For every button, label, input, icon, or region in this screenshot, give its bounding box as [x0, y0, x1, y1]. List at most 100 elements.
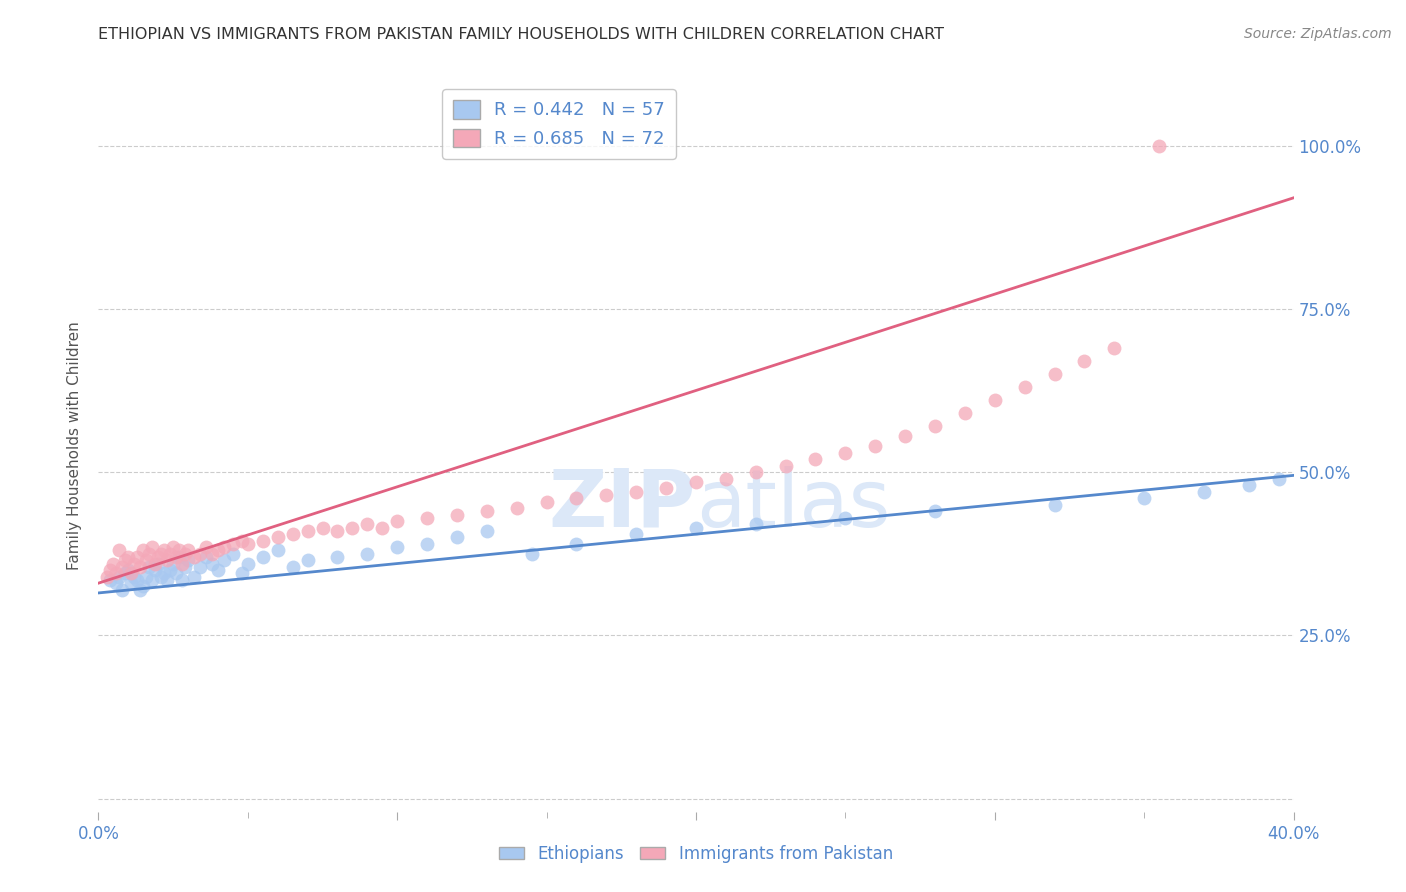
- Point: [1133, 491, 1156, 506]
- Point: [167, 549, 190, 564]
- Point: [252, 549, 274, 564]
- Y-axis label: Family Households with Children: Family Households with Children: [67, 322, 83, 570]
- Point: [281, 559, 304, 574]
- Point: [141, 540, 163, 554]
- Point: [655, 482, 678, 496]
- Point: [297, 553, 319, 567]
- Point: [565, 537, 588, 551]
- Point: [165, 549, 187, 564]
- Point: [183, 549, 205, 564]
- Point: [143, 557, 166, 571]
- Point: [924, 504, 946, 518]
- Point: [222, 537, 245, 551]
- Point: [114, 553, 136, 567]
- Point: [127, 573, 149, 587]
- Point: [1237, 478, 1260, 492]
- Point: [108, 543, 131, 558]
- Point: [177, 543, 200, 558]
- Point: [356, 517, 378, 532]
- Point: [1147, 138, 1170, 153]
- Point: [167, 543, 190, 558]
- Point: [416, 511, 439, 525]
- Point: [520, 547, 543, 561]
- Point: [105, 576, 128, 591]
- Point: [201, 557, 224, 571]
- Point: [105, 566, 128, 581]
- Point: [267, 530, 290, 544]
- Point: [135, 553, 157, 567]
- Point: [156, 573, 179, 587]
- Point: [685, 521, 707, 535]
- Point: [111, 559, 134, 574]
- Point: [195, 549, 218, 564]
- Point: [156, 553, 179, 567]
- Point: [212, 553, 235, 567]
- Point: [174, 547, 197, 561]
- Text: Source: ZipAtlas.com: Source: ZipAtlas.com: [1244, 27, 1392, 41]
- Point: [132, 579, 155, 593]
- Point: [207, 543, 229, 558]
- Point: [894, 429, 917, 443]
- Point: [127, 549, 149, 564]
- Legend: Ethiopians, Immigrants from Pakistan: Ethiopians, Immigrants from Pakistan: [492, 838, 900, 869]
- Point: [100, 573, 122, 587]
- Point: [143, 563, 166, 577]
- Point: [1267, 472, 1289, 486]
- Point: [222, 547, 245, 561]
- Point: [446, 530, 468, 544]
- Point: [281, 527, 304, 541]
- Point: [231, 533, 253, 548]
- Point: [132, 543, 155, 558]
- Point: [565, 491, 588, 506]
- Point: [141, 573, 163, 587]
- Point: [159, 563, 181, 577]
- Point: [745, 517, 768, 532]
- Point: [150, 569, 173, 583]
- Point: [120, 566, 142, 581]
- Point: [804, 452, 827, 467]
- Point: [124, 557, 146, 571]
- Text: ZIP: ZIP: [548, 466, 696, 543]
- Point: [236, 537, 259, 551]
- Point: [150, 547, 173, 561]
- Point: [153, 543, 176, 558]
- Point: [626, 527, 648, 541]
- Point: [1043, 367, 1066, 381]
- Text: atlas: atlas: [696, 466, 890, 543]
- Point: [984, 393, 1007, 408]
- Point: [138, 547, 160, 561]
- Point: [865, 439, 887, 453]
- Point: [117, 549, 139, 564]
- Point: [1104, 341, 1126, 355]
- Point: [1043, 498, 1066, 512]
- Point: [183, 569, 205, 583]
- Point: [174, 559, 197, 574]
- Point: [326, 524, 349, 538]
- Point: [96, 569, 118, 583]
- Point: [231, 566, 253, 581]
- Point: [311, 521, 333, 535]
- Point: [207, 563, 229, 577]
- Point: [195, 540, 218, 554]
- Point: [267, 543, 290, 558]
- Point: [416, 537, 439, 551]
- Point: [188, 547, 211, 561]
- Point: [159, 547, 181, 561]
- Point: [172, 557, 194, 571]
- Point: [714, 472, 737, 486]
- Text: ETHIOPIAN VS IMMIGRANTS FROM PAKISTAN FAMILY HOUSEHOLDS WITH CHILDREN CORRELATIO: ETHIOPIAN VS IMMIGRANTS FROM PAKISTAN FA…: [98, 27, 945, 42]
- Point: [129, 559, 152, 574]
- Point: [212, 540, 235, 554]
- Point: [834, 445, 856, 459]
- Point: [297, 524, 319, 538]
- Point: [475, 524, 498, 538]
- Point: [135, 569, 157, 583]
- Point: [953, 406, 976, 420]
- Point: [236, 557, 259, 571]
- Point: [114, 566, 136, 581]
- Point: [148, 549, 170, 564]
- Point: [1192, 484, 1215, 499]
- Point: [124, 569, 146, 583]
- Point: [129, 582, 152, 597]
- Point: [685, 475, 707, 489]
